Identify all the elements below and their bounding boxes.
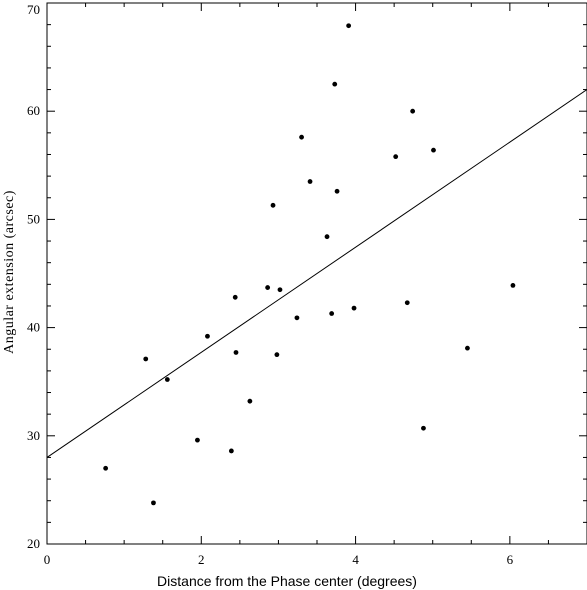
y-tick-label: 30 xyxy=(27,428,40,443)
plot-frame xyxy=(46,2,587,545)
y-tick-label: 40 xyxy=(27,320,40,335)
data-points xyxy=(103,23,516,506)
x-tick-label: 2 xyxy=(198,552,205,567)
data-point xyxy=(195,437,200,443)
data-point xyxy=(329,311,335,316)
data-point xyxy=(404,300,410,306)
data-point xyxy=(164,377,170,382)
data-point xyxy=(324,234,330,240)
x-tick-label: 4 xyxy=(352,552,359,567)
data-point xyxy=(334,188,340,194)
data-point xyxy=(270,202,276,208)
data-point xyxy=(431,147,436,153)
data-point xyxy=(465,345,470,351)
data-point xyxy=(274,352,280,358)
tick-labels: 0 2 4 6 20 30 40 50 60 70 xyxy=(27,2,514,567)
y-tick-label: 20 xyxy=(27,536,40,551)
y-tick-label: 50 xyxy=(27,211,40,226)
data-point xyxy=(277,287,283,293)
data-point xyxy=(294,315,300,321)
data-point xyxy=(346,23,352,29)
data-point xyxy=(351,305,357,311)
fit-line-layer xyxy=(46,89,587,458)
data-point xyxy=(233,350,239,355)
data-point xyxy=(332,81,338,87)
data-point xyxy=(410,108,416,114)
data-point xyxy=(307,179,313,184)
y-axis-title: Angular extension (arcsec) xyxy=(2,190,17,354)
data-point xyxy=(421,425,426,431)
data-point xyxy=(247,398,253,404)
data-point xyxy=(228,448,234,454)
axis-ticks xyxy=(46,2,587,545)
y-tick-label: 70 xyxy=(27,2,40,17)
x-tick-label: 6 xyxy=(507,552,514,567)
data-point xyxy=(232,294,238,300)
fit-line xyxy=(46,89,587,458)
data-point xyxy=(205,333,210,339)
data-point xyxy=(103,465,109,471)
x-tick-label: 0 xyxy=(44,552,51,567)
data-point xyxy=(143,356,149,362)
data-point xyxy=(510,283,516,288)
y-tick-label: 60 xyxy=(27,103,40,118)
data-point xyxy=(393,154,399,160)
x-axis-title: Distance from the Phase center (degrees) xyxy=(157,573,417,589)
data-point xyxy=(265,285,271,290)
data-point xyxy=(299,134,304,140)
data-point xyxy=(151,500,156,506)
